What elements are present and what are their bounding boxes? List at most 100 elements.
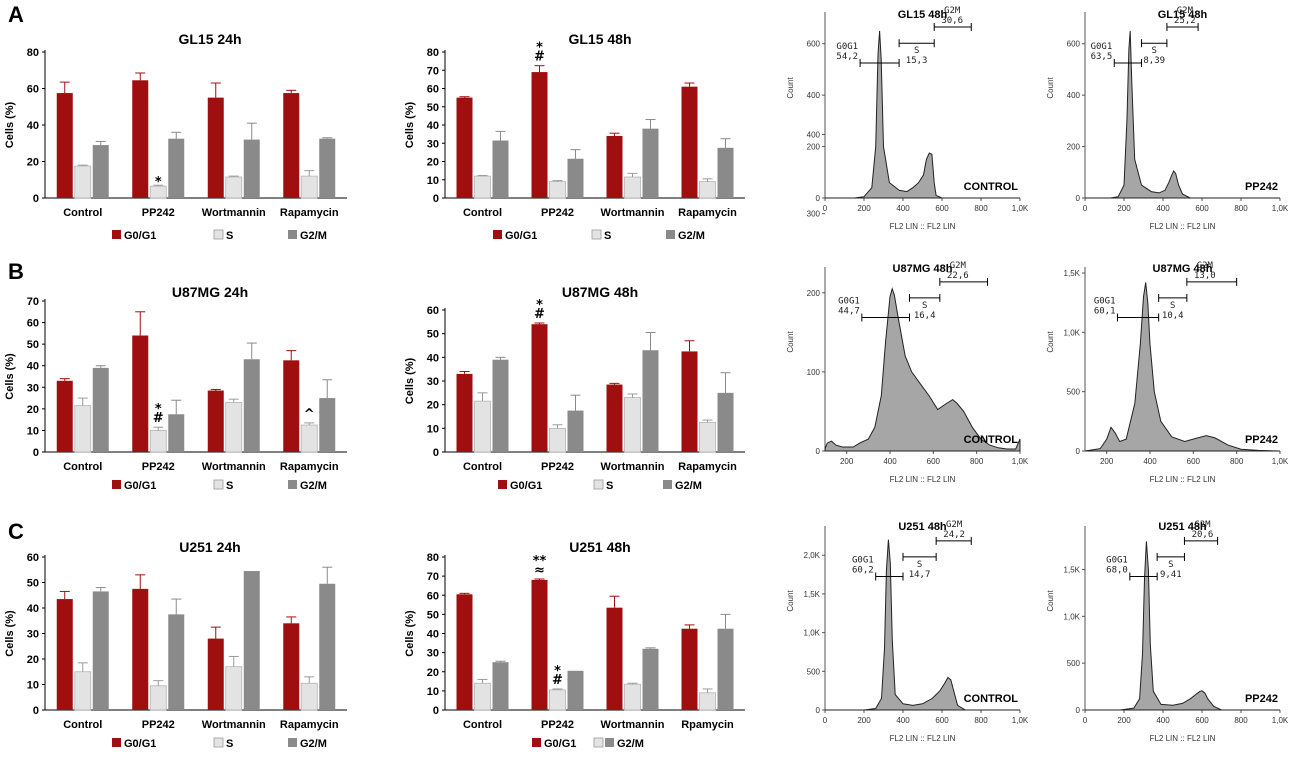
x-axis-label: FL2 LIN :: FL2 LIN — [1150, 734, 1216, 743]
x-axis-label: FL2 LIN :: FL2 LIN — [890, 475, 956, 484]
bar-s — [149, 430, 167, 453]
y-tick-label: 400 — [807, 91, 821, 100]
y-tick-label: 10 — [27, 680, 39, 692]
y-tick-label: 30 — [27, 629, 39, 641]
category-label: PP242 — [142, 461, 175, 473]
y-tick-label: 20 — [427, 157, 439, 169]
bar-s — [74, 671, 92, 711]
x-tick-label: 0 — [1083, 716, 1088, 725]
bar-g0g1 — [456, 97, 473, 198]
legend-swatch-g2m — [663, 480, 672, 489]
x-tick-label: 800 — [1230, 457, 1244, 466]
y-tick-label: 60 — [27, 318, 39, 330]
y-tick-label: 10 — [427, 686, 439, 698]
bar-g0g1 — [132, 80, 149, 198]
bar-g0g1 — [207, 638, 224, 710]
histogram-title: U251 48h — [898, 521, 947, 533]
x-tick-label: 600 — [935, 716, 949, 725]
category-label: Rapamycin — [280, 461, 339, 473]
significance-mark: * — [155, 402, 162, 417]
x-tick-label: 600 — [927, 457, 941, 466]
y-tick-label: 10 — [27, 425, 39, 437]
y-tick-label: 40 — [427, 629, 439, 641]
y-axis-label: Count — [786, 590, 795, 612]
x-tick-label: 0 — [823, 204, 828, 213]
y-tick-label: 20 — [27, 157, 39, 169]
y-axis-label: Cells (%) — [404, 357, 416, 404]
y-tick-label: 50 — [427, 102, 439, 114]
gate-name: S — [917, 560, 922, 570]
y-tick-label: 200 — [807, 143, 821, 152]
category-label: PP242 — [541, 207, 574, 219]
bar-s — [699, 692, 716, 711]
y-tick-label: 80 — [27, 47, 39, 59]
bar-s — [699, 422, 716, 453]
x-tick-label: 800 — [974, 716, 988, 725]
y-tick-label: 1,5K — [1064, 565, 1081, 574]
histogram-area — [1084, 282, 1281, 452]
bar-s — [300, 424, 318, 453]
bar-g2m — [567, 158, 584, 198]
bar-s — [225, 401, 243, 453]
x-axis-label: FL2 LIN :: FL2 LIN — [890, 734, 956, 743]
category-label: Control — [463, 461, 502, 473]
bar-g0g1 — [531, 579, 548, 710]
condition-label: CONTROL — [964, 434, 1019, 446]
y-tick-label: 0 — [1076, 447, 1081, 456]
y-tick-label: 40 — [427, 120, 439, 132]
bar-g2m — [319, 398, 336, 452]
condition-label: PP242 — [1245, 693, 1278, 705]
legend-label-g2m: G2/M — [300, 738, 327, 750]
bar-g2m — [168, 138, 185, 198]
bar-chart-1: GL15 24h Cells (%) 0 20 40 60 80 Control PP242 * W… — [4, 31, 347, 242]
significance-mark: * — [536, 41, 543, 56]
x-tick-label: 400 — [1143, 457, 1157, 466]
y-axis-label: Cells (%) — [4, 353, 16, 400]
y-tick-label: 500 — [1067, 659, 1081, 668]
chart-title: U251 24h — [179, 539, 240, 555]
significance-mark: * — [155, 175, 162, 190]
y-tick-label: 60 — [27, 552, 39, 564]
y-tick-label: 0 — [433, 193, 439, 205]
bar-s — [300, 682, 318, 711]
bar-s — [474, 400, 491, 453]
gate-value: 44,7 — [838, 307, 860, 317]
bar-s — [549, 181, 566, 199]
y-tick-label: 2,0K — [804, 551, 821, 560]
y-tick-label: 30 — [27, 382, 39, 394]
y-tick-label: 200 — [807, 289, 821, 298]
histogram-area — [825, 539, 1020, 711]
histogram-area — [825, 30, 1020, 199]
y-tick-label: 200 — [1067, 143, 1081, 152]
x-axis-label: FL2 LIN :: FL2 LIN — [1150, 222, 1216, 231]
bar-g0g1 — [283, 360, 300, 452]
category-label: Rapamycin — [280, 719, 339, 731]
gate-value: 16,4 — [914, 311, 936, 321]
bar-g2m — [642, 128, 659, 198]
legend-label-g0g1: G0/G1 — [124, 738, 156, 750]
y-tick-label: 0 — [816, 447, 821, 456]
bar-g0g1 — [681, 86, 698, 198]
bar-g2m — [717, 628, 734, 710]
legend-swatch-g0g1 — [112, 230, 121, 239]
legend-swatch-g2m — [288, 738, 297, 747]
y-axis-label: Count — [1046, 590, 1055, 612]
y-axis-label: Count — [1046, 331, 1055, 353]
category-label: Control — [463, 207, 502, 219]
histogram-area — [824, 287, 1021, 452]
gate-value: 13,0 — [1194, 271, 1216, 281]
gate-name: G2M — [1177, 6, 1194, 16]
gate-value: 20,6 — [1192, 530, 1214, 540]
legend-swatch-s — [213, 479, 224, 490]
condition-label: PP242 — [1245, 434, 1278, 446]
category-label: PP242 — [541, 461, 574, 473]
bar-g0g1 — [531, 324, 548, 452]
y-tick-label: 20 — [427, 400, 439, 412]
chart-title: U87MG 48h — [562, 284, 638, 300]
y-tick-label: 100 — [807, 368, 821, 377]
y-tick-label: 400 — [807, 131, 821, 140]
legend-swatch-g2m — [288, 230, 297, 239]
y-tick-label: 60 — [427, 84, 439, 96]
